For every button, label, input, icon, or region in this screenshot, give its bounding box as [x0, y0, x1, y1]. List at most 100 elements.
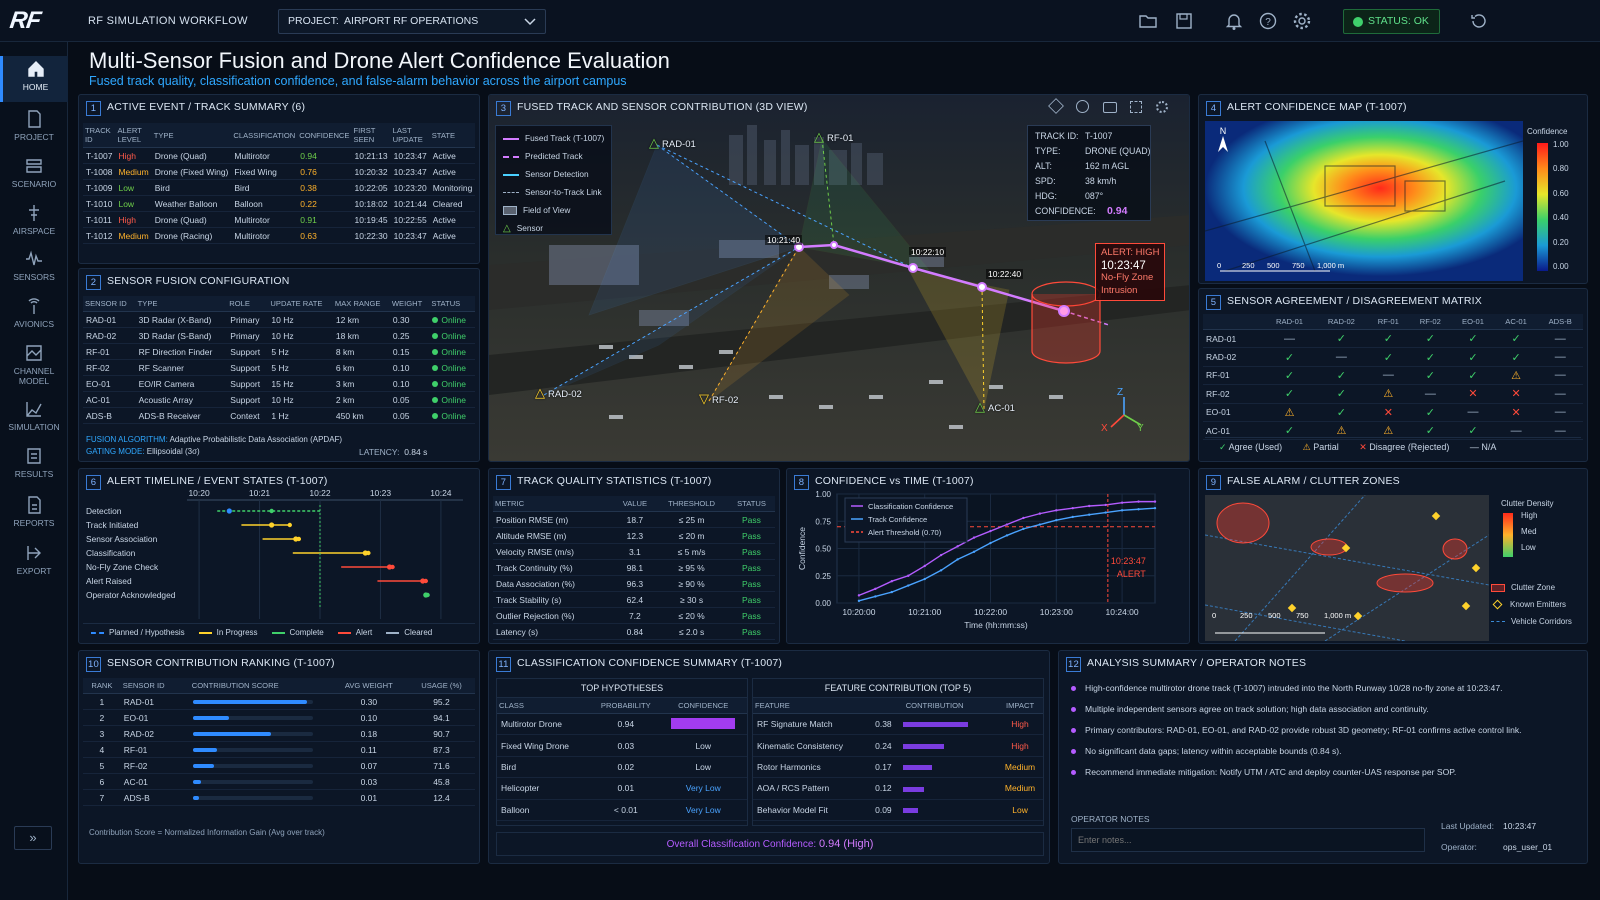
data-point[interactable]: [1153, 506, 1157, 510]
sensor-row[interactable]: AC-01 Acoustic Array Support 10 Hz 2 km 0.05 O…: [83, 391, 475, 408]
timeline-marker[interactable]: [269, 522, 275, 528]
feature-row[interactable]: RF Signature Match 0.38 High: [753, 713, 1043, 736]
data-point[interactable]: [939, 553, 943, 557]
sensor-row[interactable]: RF-01 RF Direction Finder Support 5 Hz 8 km 0…: [83, 343, 475, 360]
contribution-row[interactable]: 6 AC-01 0.03 45.8: [83, 773, 475, 790]
data-point[interactable]: [1088, 513, 1091, 516]
track-row[interactable]: T-1012 Medium Drone (Racing) Multirotor 0.63…: [83, 227, 476, 244]
view-settings-icon[interactable]: [1155, 101, 1168, 113]
contribution-row[interactable]: 5 RF-02 0.07 71.6: [83, 757, 475, 774]
expand-sidebar-button[interactable]: »: [14, 826, 52, 850]
sensor-marker-rad-01[interactable]: △ RAD-01: [649, 135, 696, 151]
data-point[interactable]: [989, 529, 992, 533]
nav-item-home[interactable]: HOME: [0, 56, 68, 102]
data-point[interactable]: [972, 536, 976, 539]
data-point[interactable]: [1137, 500, 1140, 503]
nav-item-export[interactable]: EXPORT: [0, 540, 68, 586]
folder-icon[interactable]: [1138, 11, 1158, 31]
nav-item-reports[interactable]: REPORTS: [0, 492, 68, 538]
timeline-gantt[interactable]: 10:20 10:21 10:22 10:23 10:24 Detection Track …: [79, 469, 479, 644]
status-badge[interactable]: STATUS: OK: [1343, 9, 1440, 34]
nav-item-results[interactable]: RESULTS: [0, 443, 68, 489]
data-point[interactable]: [1055, 509, 1058, 512]
project-select[interactable]: PROJECT: AIRPORT RF OPERATIONS: [278, 9, 546, 34]
hypothesis-row[interactable]: Fixed Wing Drone 0.03 Low: [497, 734, 747, 757]
sensor-marker-rad-02[interactable]: △ RAD-02: [535, 385, 582, 401]
confidence-line-chart[interactable]: 0.00 0.25 0.50 0.75 1.00 10:20:00 10:21:00 10:2…: [787, 469, 1190, 644]
track-row[interactable]: T-1008 Medium Drone (Fixed Wing) Fixed Wing…: [83, 163, 476, 180]
history-icon[interactable]: [1469, 11, 1489, 31]
contribution-row[interactable]: 7 ADS-B 0.01 12.4: [83, 789, 475, 806]
track-row[interactable]: T-1009 Low Bird Bird 0.38 10:22:05 10:23:20 Mon…: [83, 179, 476, 196]
data-point[interactable]: [989, 541, 992, 545]
data-point[interactable]: [1022, 516, 1025, 520]
track-row[interactable]: T-1007 High Drone (Quad) Multirotor 0.94 10:2…: [83, 147, 476, 164]
nav-item-scenario[interactable]: SCENARIO: [0, 153, 68, 199]
camera-icon[interactable]: [1102, 102, 1117, 113]
data-point[interactable]: [890, 590, 894, 594]
bell-icon[interactable]: [1224, 11, 1244, 31]
data-point[interactable]: [972, 550, 976, 553]
data-point[interactable]: [1153, 500, 1157, 503]
data-point[interactable]: [956, 558, 959, 561]
nav-item-sensors[interactable]: SENSORS: [0, 246, 68, 292]
sphere-view-icon[interactable]: [1076, 100, 1090, 113]
hypothesis-row[interactable]: Balloon < 0.01 Very Low: [497, 799, 747, 821]
data-point[interactable]: [923, 577, 926, 581]
track-row[interactable]: T-1011 High Drone (Quad) Multirotor 0.91 10:1…: [83, 211, 476, 228]
data-point[interactable]: [857, 594, 861, 597]
sensor-row[interactable]: ADS-B ADS-B Receiver Context 1 Hz 450 km 0.05…: [83, 407, 475, 424]
operator-notes-input[interactable]: [1071, 828, 1425, 852]
nav-item-airspace[interactable]: AIRSPACE: [0, 200, 68, 246]
nav-item-project[interactable]: PROJECT: [0, 106, 68, 152]
sensor-row[interactable]: EO-01 EO/IR Camera Support 15 Hz 3 km 0.10 Onl…: [83, 375, 475, 392]
cube-view-icon[interactable]: [1048, 98, 1064, 114]
data-point[interactable]: [1038, 523, 1042, 526]
gear-icon[interactable]: [1292, 11, 1312, 31]
feature-row[interactable]: Kinematic Consistency 0.24 High: [753, 734, 1043, 757]
nav-item-avionics[interactable]: AVIONICS: [0, 293, 68, 339]
fullscreen-icon[interactable]: [1130, 101, 1143, 113]
sensor-row[interactable]: RAD-02 3D Radar (S-Band) Primary 10 Hz 18 km…: [83, 327, 475, 344]
3d-scene[interactable]: [489, 95, 1190, 462]
data-point[interactable]: [1137, 508, 1140, 511]
feature-row[interactable]: Behavior Model Fit 0.09 Low: [753, 799, 1043, 821]
data-point[interactable]: [956, 545, 959, 548]
sensor-row[interactable]: RF-02 RF Scanner Support 5 Hz 6 km 0.10 Online: [83, 359, 475, 376]
data-point[interactable]: [1071, 515, 1074, 519]
data-point[interactable]: [1038, 512, 1042, 515]
hypothesis-row[interactable]: Helicopter 0.01 Very Low: [497, 777, 747, 800]
save-icon[interactable]: [1174, 11, 1194, 31]
clutter-map[interactable]: [1205, 495, 1489, 641]
feature-row[interactable]: AOA / RCS Pattern 0.12 Medium: [753, 777, 1043, 800]
help-icon[interactable]: ?: [1258, 11, 1278, 31]
data-point[interactable]: [890, 580, 894, 583]
hypothesis-row[interactable]: Bird 0.02 Low: [497, 756, 747, 779]
data-point[interactable]: [1005, 534, 1009, 537]
data-point[interactable]: [1005, 523, 1009, 526]
data-point[interactable]: [907, 574, 910, 577]
data-point[interactable]: [874, 595, 877, 598]
data-point[interactable]: [907, 584, 910, 587]
contribution-row[interactable]: 2 EO-01 0.10 94.1: [83, 709, 475, 726]
track-row[interactable]: T-1010 Low Weather Balloon Balloon 0.22 10:18…: [83, 195, 476, 212]
nav-item-channel[interactable]: CHANNEL MODEL: [0, 340, 68, 396]
feature-row[interactable]: Rotor Harmonics 0.17 Medium: [753, 756, 1043, 779]
data-point[interactable]: [939, 569, 943, 572]
contribution-row[interactable]: 4 RF-01 0.11 87.3: [83, 741, 475, 758]
data-point[interactable]: [1104, 511, 1107, 514]
sensor-marker-rf-02[interactable]: ▽ RF-02: [699, 391, 738, 407]
data-point[interactable]: [1088, 504, 1091, 508]
contribution-row[interactable]: 3 RAD-02 0.18 90.7: [83, 725, 475, 742]
sensor-row[interactable]: RAD-01 3D Radar (X-Band) Primary 10 Hz 12 km…: [83, 311, 475, 328]
data-point[interactable]: [1104, 503, 1107, 507]
timeline-marker[interactable]: [226, 508, 232, 514]
data-point[interactable]: [923, 564, 926, 568]
data-point[interactable]: [1120, 501, 1124, 504]
data-point[interactable]: [874, 587, 877, 591]
sensor-marker-rf-01[interactable]: △ RF-01: [814, 129, 853, 145]
confidence-heatmap[interactable]: [1205, 121, 1523, 281]
nav-item-simulation[interactable]: SIMULATION: [0, 396, 68, 442]
sensor-marker-ac-01[interactable]: △ AC-01: [975, 399, 1015, 415]
data-point[interactable]: [1022, 527, 1025, 531]
